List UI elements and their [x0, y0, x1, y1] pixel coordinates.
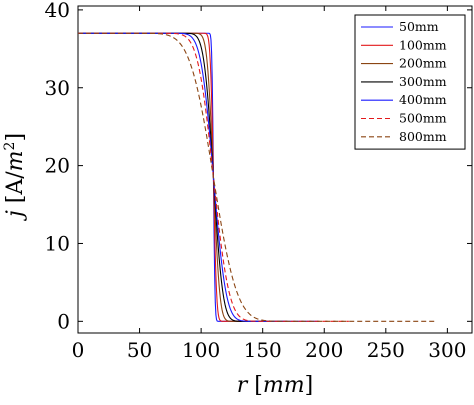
series-line-800mm: [78, 32, 436, 322]
x-tick-label: 200: [305, 338, 343, 362]
legend-label-100mm: 100mm: [399, 37, 447, 52]
y-tick-label: 40: [45, 0, 70, 22]
legend-label-500mm: 500mm: [399, 111, 447, 126]
x-axis-label: r [mm]: [237, 373, 313, 398]
y-axis-label: j [A/m2]: [2, 133, 28, 222]
y-tick-label: 10: [45, 231, 70, 255]
plot-frame: [77, 5, 473, 334]
y-tick-label: 20: [45, 154, 70, 178]
x-tick-label: 100: [182, 338, 220, 362]
legend-label-200mm: 200mm: [399, 56, 447, 71]
legend-label-50mm: 50mm: [399, 19, 439, 34]
y-tick-label: 0: [57, 309, 70, 333]
x-tick-label: 50: [127, 338, 152, 362]
legend-label-400mm: 400mm: [399, 92, 447, 107]
series-layer: [78, 32, 436, 322]
ticks-layer: 0 50 100 150 200 250 300 0 10 20 30 40: [45, 0, 472, 362]
legend-label-300mm: 300mm: [399, 74, 447, 89]
x-tick-label: 300: [428, 338, 466, 362]
series-line-200mm: [78, 32, 263, 322]
legend: 50mm 100mm 200mm 300mm 400mm 500mm 800mm: [354, 14, 466, 150]
series-line-100mm: [78, 32, 245, 322]
series-line-50mm: [78, 32, 239, 322]
x-tick-label: 250: [367, 338, 405, 362]
legend-label-800mm: 800mm: [399, 129, 447, 144]
x-tick-label: 0: [72, 338, 85, 362]
x-tick-label: 150: [244, 338, 282, 362]
series-line-300mm: [78, 32, 288, 322]
y-tick-label: 30: [45, 76, 70, 100]
series-line-400mm: [78, 32, 319, 322]
